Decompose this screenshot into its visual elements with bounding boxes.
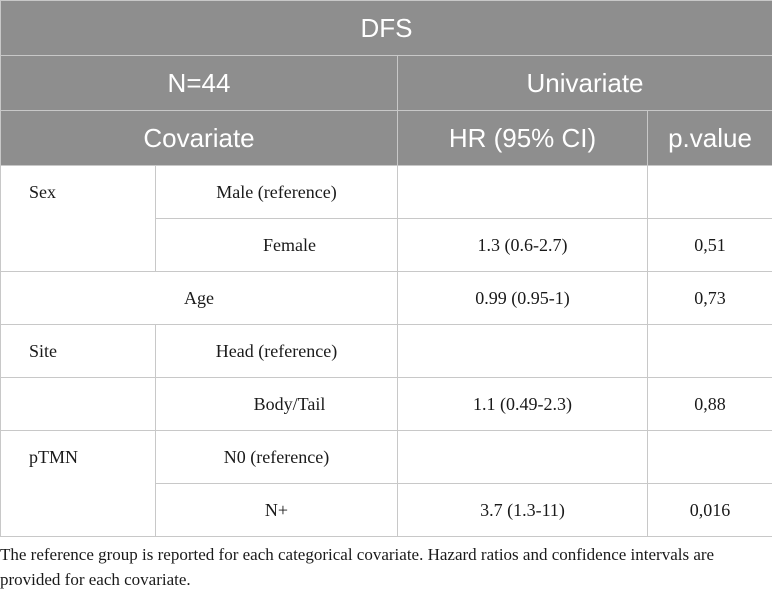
hr-header: HR (95% CI) bbox=[397, 110, 648, 166]
hr-value bbox=[397, 324, 648, 378]
table-title: DFS bbox=[0, 0, 772, 56]
covariate-header: Covariate bbox=[0, 110, 398, 166]
covariate-group bbox=[0, 218, 156, 272]
hr-value: 3.7 (1.3-11) bbox=[397, 483, 648, 537]
table-row: Female 1.3 (0.6-2.7) 0,51 bbox=[0, 218, 772, 272]
covariate-group bbox=[0, 377, 156, 431]
table-row: Body/Tail 1.1 (0.49-2.3) 0,88 bbox=[0, 377, 772, 431]
covariate-label: Age bbox=[0, 271, 398, 325]
table-footnote: The reference group is reported for each… bbox=[0, 545, 715, 589]
covariate-group: Sex bbox=[0, 165, 156, 219]
hr-value bbox=[397, 165, 648, 219]
covariate-level: Body/Tail bbox=[155, 377, 398, 431]
table-row: pTMN N0 (reference) bbox=[0, 430, 772, 484]
covariate-level: Male (reference) bbox=[155, 165, 398, 219]
dfs-table: DFS N=44 Univariate Covariate HR (95% CI… bbox=[0, 0, 772, 537]
n-label: N=44 bbox=[0, 55, 398, 111]
table-row: Age 0.99 (0.95-1) 0,73 bbox=[0, 271, 772, 325]
covariate-level: Head (reference) bbox=[155, 324, 398, 378]
covariate-level: N+ bbox=[155, 483, 398, 537]
hr-value: 1.1 (0.49-2.3) bbox=[397, 377, 648, 431]
hr-value: 0.99 (0.95-1) bbox=[397, 271, 648, 325]
univariate-label: Univariate bbox=[397, 55, 772, 111]
p-value bbox=[647, 165, 772, 219]
covariate-level: Female bbox=[155, 218, 398, 272]
covariate-group: Site bbox=[0, 324, 156, 378]
hr-value: 1.3 (0.6-2.7) bbox=[397, 218, 648, 272]
table-row: N+ 3.7 (1.3-11) 0,016 bbox=[0, 483, 772, 537]
hr-value bbox=[397, 430, 648, 484]
p-value: 0,51 bbox=[647, 218, 772, 272]
p-value bbox=[647, 324, 772, 378]
p-header: p.value bbox=[647, 110, 772, 166]
p-value: 0,73 bbox=[647, 271, 772, 325]
covariate-group bbox=[0, 483, 156, 537]
table-row: Site Head (reference) bbox=[0, 324, 772, 378]
p-value: 0,88 bbox=[647, 377, 772, 431]
covariate-level: N0 (reference) bbox=[155, 430, 398, 484]
table-row: Sex Male (reference) bbox=[0, 165, 772, 219]
p-value bbox=[647, 430, 772, 484]
covariate-group: pTMN bbox=[0, 430, 156, 484]
p-value: 0,016 bbox=[647, 483, 772, 537]
